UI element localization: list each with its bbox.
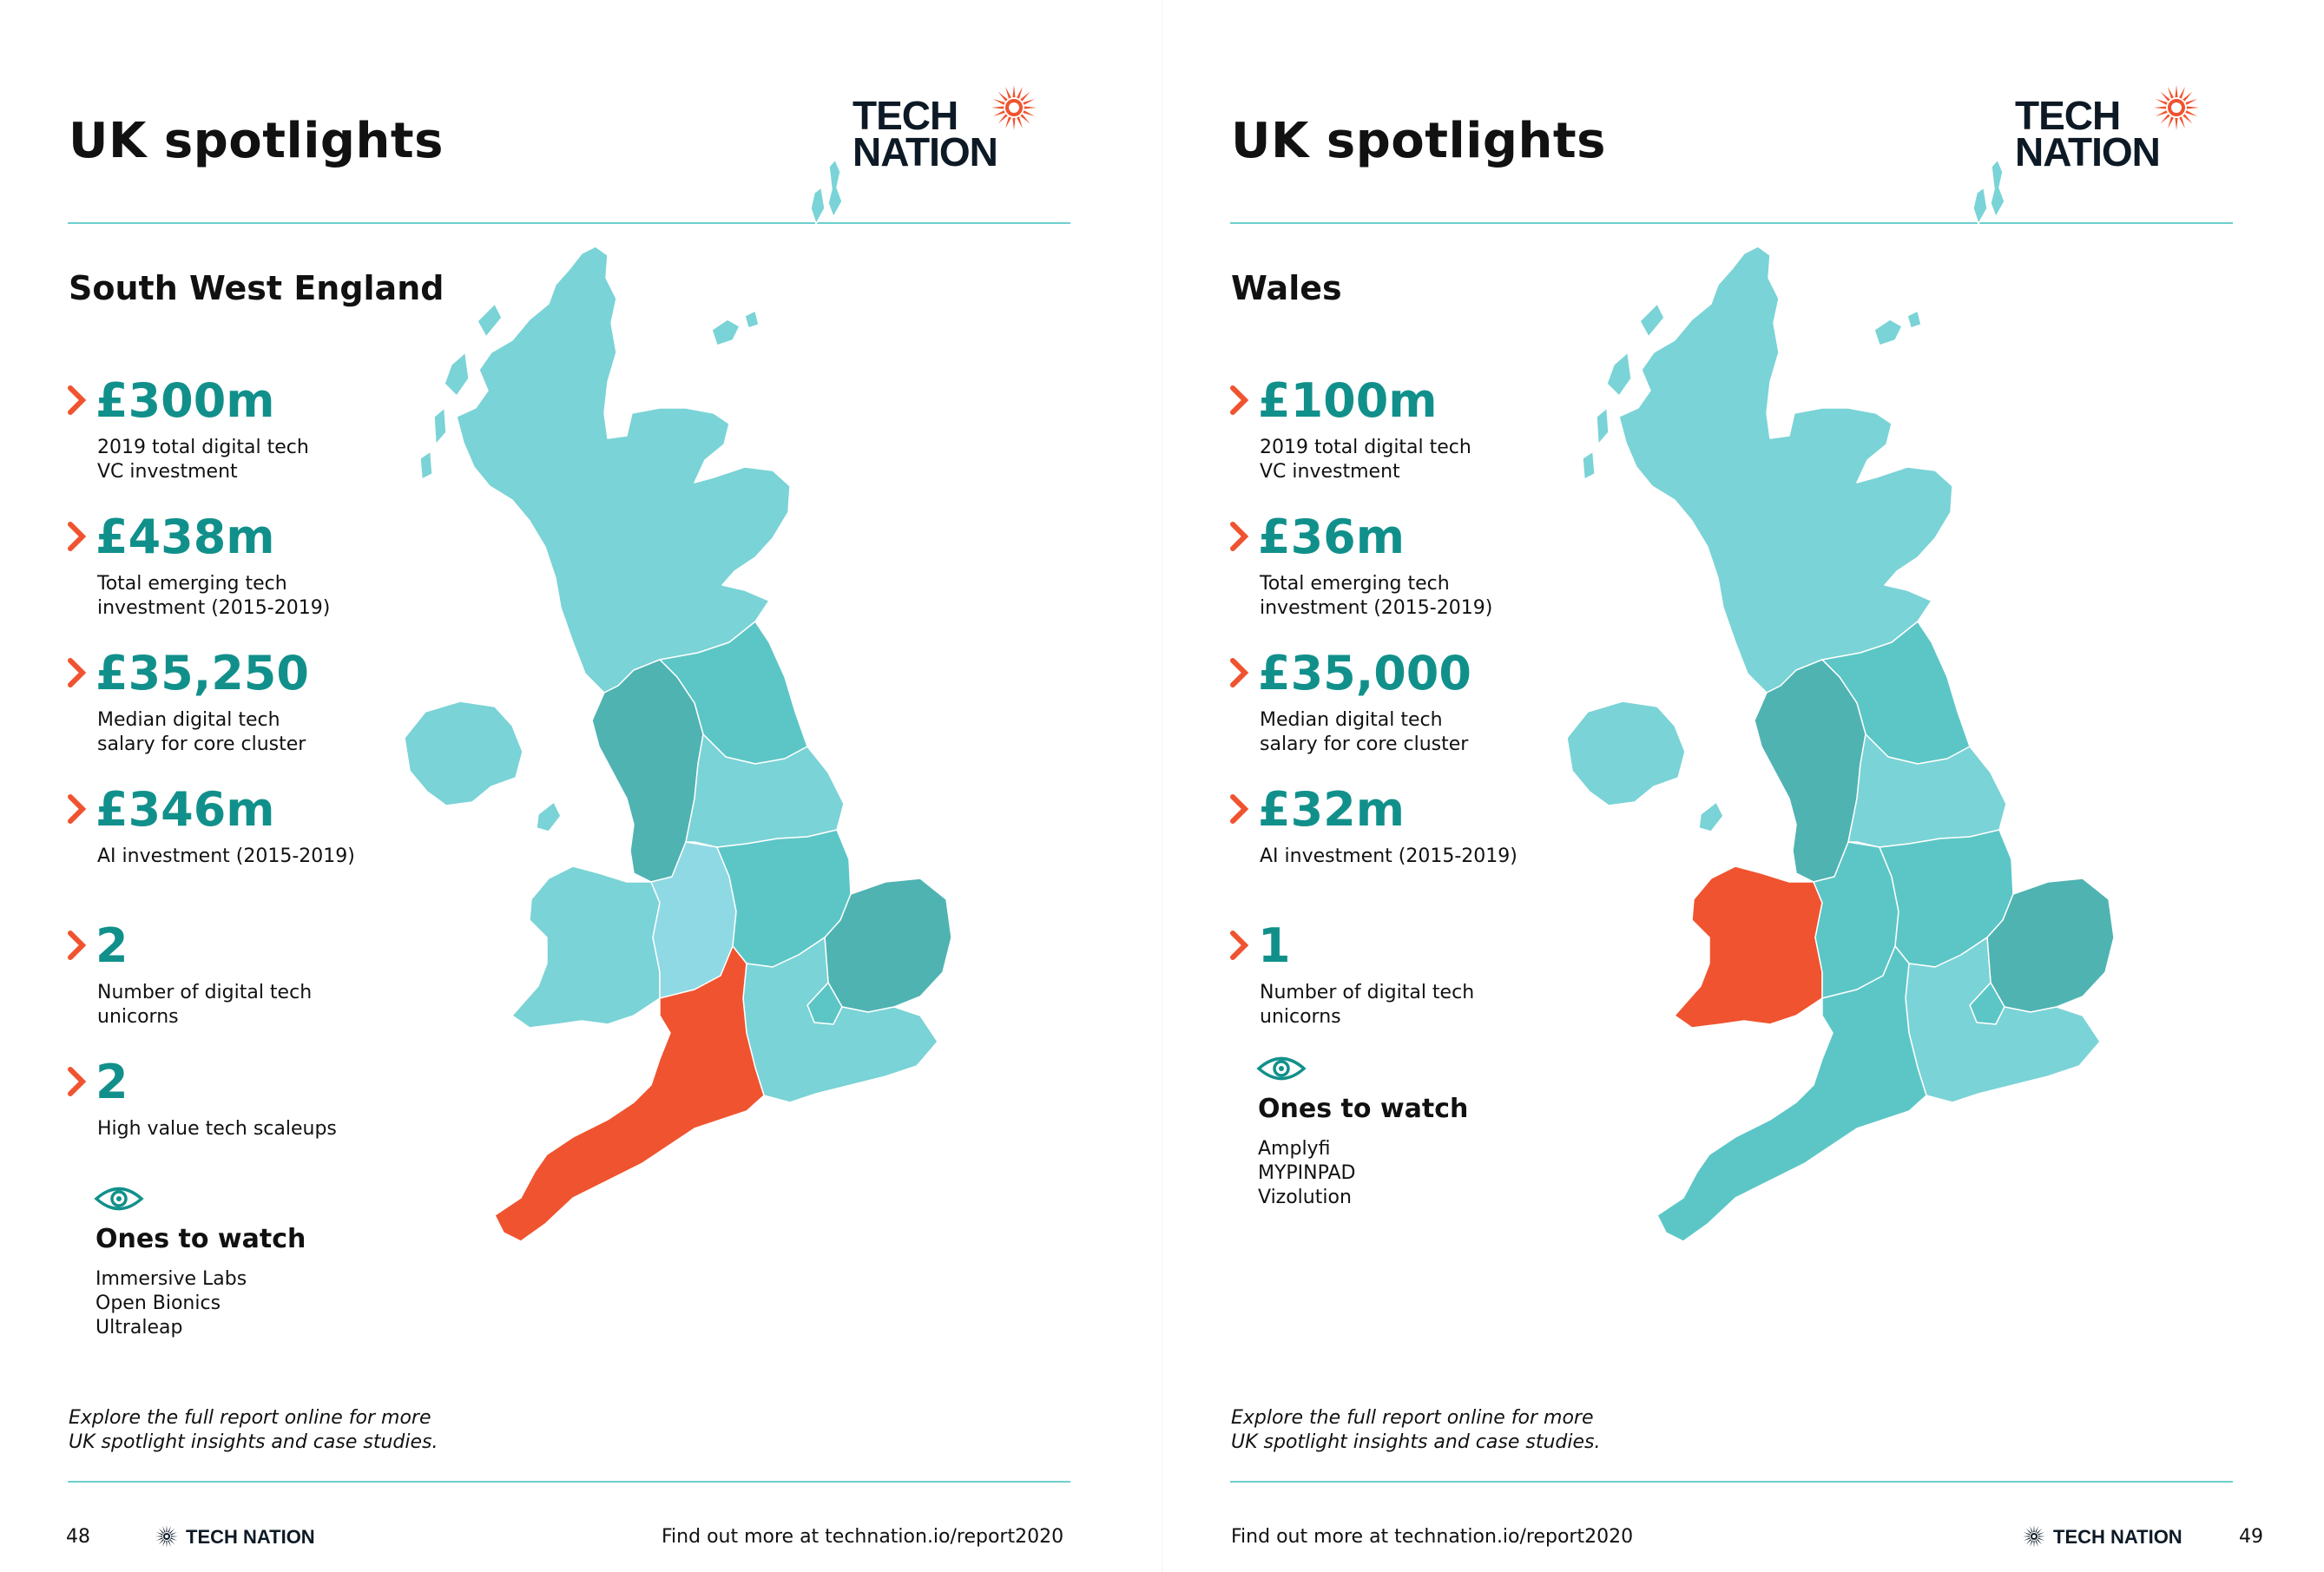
map-orkney — [711, 310, 760, 346]
stat-value: 2 — [95, 918, 128, 973]
uk-map — [1566, 159, 2115, 1242]
cta-line: UK spotlight insights and case studies. — [1231, 1431, 1601, 1453]
list-item: MYPINPAD — [1258, 1162, 1356, 1184]
page-number: 48 — [66, 1526, 90, 1548]
stat-value: 1 — [1258, 918, 1291, 973]
eye-icon — [1256, 1056, 1307, 1081]
stat-label: Number of digital tech unicorns — [97, 982, 313, 1028]
chevron-right-icon — [1230, 385, 1249, 415]
map-south-west-england — [494, 945, 765, 1242]
map-scotland — [1618, 246, 1953, 694]
sunburst-icon — [2023, 1525, 2045, 1548]
footer-link[interactable]: Find out more at technation.io/report202… — [1231, 1526, 1634, 1548]
chevron-right-icon — [68, 658, 87, 687]
chevron-right-icon — [68, 794, 87, 824]
map-isle-of-man — [536, 801, 562, 832]
footer-logo: TECH NATION — [2022, 1524, 2213, 1550]
page-number: 49 — [2239, 1526, 2263, 1548]
map-hebrides — [419, 303, 503, 480]
ones-to-watch-title: Ones to watch — [95, 1224, 306, 1254]
left-page: UK spotlights TECH NATION South West Eng… — [66, 83, 1071, 1550]
list-item: Open Bionics — [95, 1292, 221, 1314]
footer-brand: TECH NATION — [2053, 1526, 2182, 1548]
stat-value: £35,000 — [1258, 646, 1471, 700]
stat-label: 2019 total digital tech VC investment — [1260, 437, 1471, 483]
footer-logo: TECH NATION — [155, 1524, 346, 1550]
map-northern-ireland — [404, 700, 523, 806]
map-shetland — [810, 159, 843, 225]
sunburst-icon — [155, 1525, 178, 1548]
region-title: Wales — [1231, 269, 1342, 307]
tech-nation-logo: TECH NATION — [2015, 83, 2234, 174]
stat-value: £36m — [1258, 510, 1405, 564]
stat-value: £100m — [1258, 373, 1438, 428]
report-cta: Explore the full report online for more … — [69, 1406, 438, 1455]
map-wales — [511, 865, 661, 1029]
footer-rule — [1230, 1481, 2233, 1483]
uk-map — [404, 159, 952, 1242]
cta-line: UK spotlight insights and case studies. — [69, 1431, 438, 1453]
list-item: Amplyfi — [1258, 1138, 1331, 1160]
stat-value: £300m — [95, 373, 275, 428]
region-title: South West England — [69, 269, 444, 307]
chevron-right-icon — [68, 522, 87, 551]
stat-value: £35,250 — [95, 646, 309, 700]
ones-to-watch-list: Amplyfi MYPINPAD Vizolution — [1258, 1137, 1355, 1210]
page-title: UK spotlights — [69, 113, 444, 169]
list-item: Immersive Labs — [95, 1268, 247, 1290]
stat-label: Median digital tech salary for core clus… — [97, 709, 306, 755]
header-rule — [68, 222, 1070, 224]
chevron-right-icon — [68, 385, 87, 415]
stat-label: Number of digital tech unicorns — [1260, 982, 1475, 1028]
map-south-west-england — [1656, 945, 1927, 1242]
stat-label: Median digital tech salary for core clus… — [1260, 709, 1469, 755]
header-rule — [1230, 222, 2233, 224]
eye-icon — [94, 1187, 144, 1211]
stat-label: High value tech scaleups — [97, 1118, 337, 1140]
footer-link[interactable]: Find out more at technation.io/report202… — [662, 1526, 1064, 1548]
list-item: Ultraleap — [95, 1317, 183, 1339]
sunburst-icon — [991, 85, 1037, 130]
stat-label: 2019 total digital tech VC investment — [97, 437, 309, 483]
chevron-right-icon — [1230, 794, 1249, 824]
stat-label: Total emerging tech investment (2015-201… — [1260, 573, 1493, 619]
tech-nation-logo: TECH NATION — [853, 83, 1071, 174]
map-wales — [1674, 865, 1823, 1029]
ones-to-watch-title: Ones to watch — [1258, 1094, 1469, 1124]
cta-line: Explore the full report online for more — [69, 1407, 431, 1429]
stat-value: £346m — [95, 782, 275, 837]
map-hebrides — [1582, 303, 1665, 480]
stat-value: £438m — [95, 510, 275, 564]
stat-label: AI investment (2015-2019) — [1260, 845, 1518, 867]
list-item: Vizolution — [1258, 1187, 1352, 1208]
ones-to-watch-list: Immersive Labs Open Bionics Ultraleap — [95, 1267, 247, 1340]
sunburst-icon — [2154, 85, 2199, 130]
chevron-right-icon — [1230, 931, 1249, 960]
stat-label: AI investment (2015-2019) — [97, 845, 355, 867]
chevron-right-icon — [1230, 522, 1249, 551]
logo-word-nation: NATION — [2015, 129, 2161, 174]
stat-value: 2 — [95, 1055, 128, 1109]
chevron-right-icon — [1230, 658, 1249, 687]
cta-line: Explore the full report online for more — [1231, 1407, 1594, 1429]
footer-brand: TECH NATION — [186, 1526, 315, 1548]
report-cta: Explore the full report online for more … — [1231, 1406, 1600, 1455]
chevron-right-icon — [68, 1067, 87, 1096]
map-northern-ireland — [1566, 700, 1686, 806]
chevron-right-icon — [68, 931, 87, 960]
page-title: UK spotlights — [1231, 113, 1606, 169]
map-shetland — [1972, 159, 2005, 225]
map-scotland — [456, 246, 791, 694]
footer-rule — [68, 1481, 1070, 1483]
logo-word-nation: NATION — [853, 129, 998, 174]
stat-value: £32m — [1258, 782, 1405, 837]
map-orkney — [1873, 310, 1922, 346]
logo-word-tech: TECH — [853, 93, 958, 138]
right-page: UK spotlights TECH NATION Wales £100m 20… — [1162, 0, 2324, 1572]
map-isle-of-man — [1698, 801, 1724, 832]
stat-label: Total emerging tech investment (2015-201… — [97, 573, 331, 619]
logo-word-tech: TECH — [2015, 93, 2121, 138]
